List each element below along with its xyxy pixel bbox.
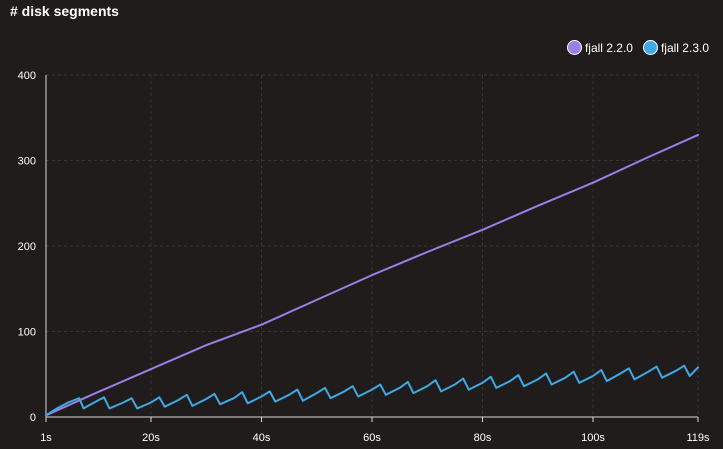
legend-label-fjall-2-2-0: fjall 2.2.0 <box>584 40 633 55</box>
legend-swatch-fjall-2-2-0 <box>566 40 582 55</box>
chart-title: # disk segments <box>10 3 119 19</box>
y-tick-label: 200 <box>18 241 36 253</box>
chart-legend: fjall 2.2.0 fjall 2.3.0 <box>566 40 709 55</box>
legend-swatch-fjall-2-3-0 <box>642 40 658 55</box>
y-tick-label: 400 <box>18 70 36 82</box>
series-line-fjall-2-3-0 <box>45 364 699 417</box>
axis-layer <box>45 75 699 422</box>
legend-item-fjall-2-2-0[interactable]: fjall 2.2.0 <box>566 40 633 55</box>
x-tick-label: 20s <box>142 432 160 444</box>
series-line-fjall-2-2-0 <box>45 133 699 417</box>
grid-layer <box>46 74 699 417</box>
x-tick-label: 119s <box>686 432 710 444</box>
x-tick-label: 40s <box>253 432 271 444</box>
x-tick-label: 60s <box>363 432 381 444</box>
y-tick-label: 300 <box>18 156 36 168</box>
y-tick-label: 0 <box>30 412 36 424</box>
y-tick-label: 100 <box>18 327 36 339</box>
legend-label-fjall-2-3-0: fjall 2.3.0 <box>660 40 709 55</box>
tick-label-layer: 0 100 200 300 400 1s 20s 40s 60s 80s 100s 119s <box>18 70 710 444</box>
x-tick-label: 80s <box>474 432 492 444</box>
x-tick-label: 100s <box>581 432 605 444</box>
series-layer <box>45 133 699 417</box>
x-tick-label: 1s <box>40 432 52 444</box>
legend-item-fjall-2-3-0[interactable]: fjall 2.3.0 <box>642 40 709 55</box>
